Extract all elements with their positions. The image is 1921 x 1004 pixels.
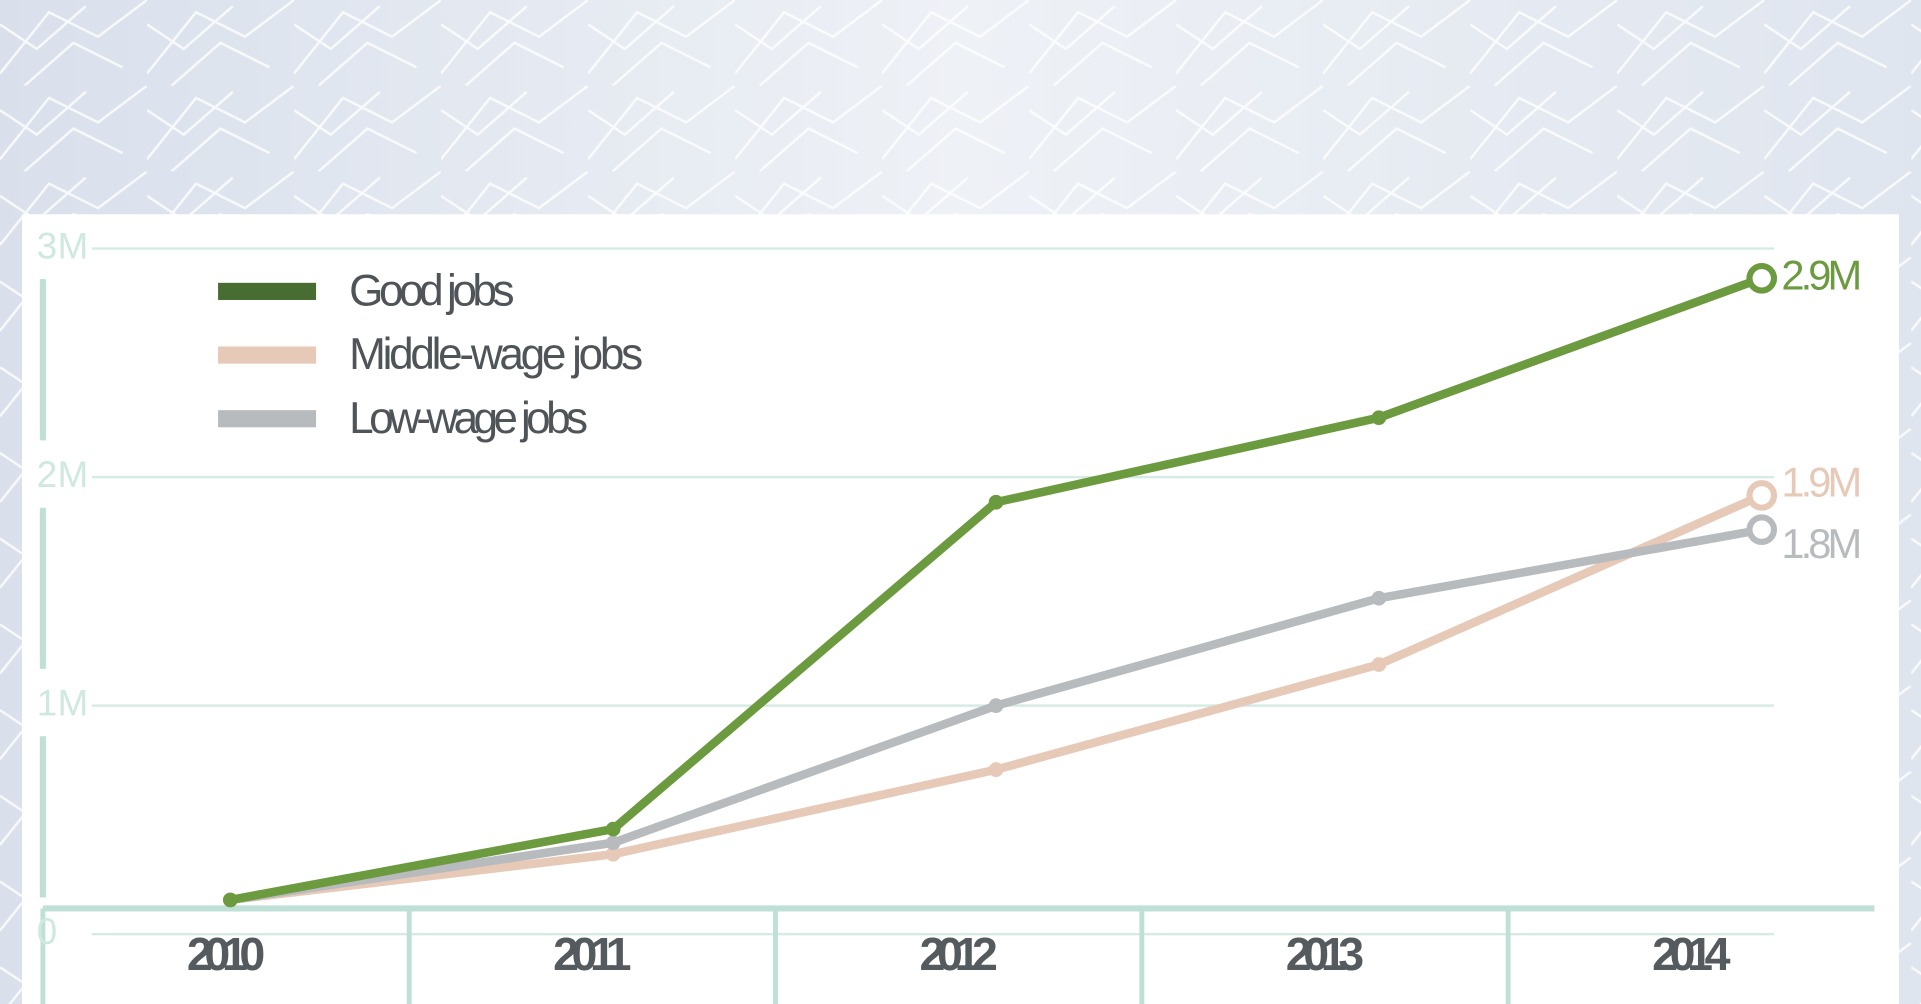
data-point <box>605 835 621 851</box>
data-label: 1.9M <box>1781 459 1862 506</box>
data-point <box>1371 590 1387 606</box>
data-point <box>605 821 621 837</box>
y-tick-label: 2M <box>37 454 88 495</box>
data-label: 2.9M <box>1781 251 1862 298</box>
x-tick-label: 2010 <box>187 928 265 980</box>
legend-label: Middle-wage jobs <box>349 330 643 379</box>
legend-label: Low-wage jobs <box>349 394 588 443</box>
x-tick-label: 2011 <box>553 928 631 980</box>
legend-swatch <box>218 410 317 428</box>
data-point <box>605 846 621 862</box>
data-point <box>988 494 1004 510</box>
x-tick-label: 2012 <box>919 928 997 980</box>
x-tick-label: 2014 <box>1652 928 1731 980</box>
data-point <box>988 698 1004 714</box>
category-band <box>40 905 1875 1004</box>
legend-swatch <box>218 346 317 364</box>
data-point <box>988 762 1004 777</box>
legend-label: Good jobs <box>349 267 514 316</box>
x-tick-label: 2013 <box>1286 928 1364 980</box>
data-point <box>1746 514 1778 545</box>
data-point <box>222 892 238 908</box>
data-label: 1.8M <box>1781 520 1862 567</box>
legend-swatch <box>218 282 317 300</box>
data-point <box>1371 410 1387 426</box>
y-tick-label: 3M <box>37 225 88 266</box>
y-tick-label: 1M <box>37 682 88 723</box>
data-point <box>1746 262 1778 294</box>
data-point <box>1371 657 1387 672</box>
data-point <box>1746 480 1778 511</box>
y-tick-label: 0 <box>37 911 57 952</box>
